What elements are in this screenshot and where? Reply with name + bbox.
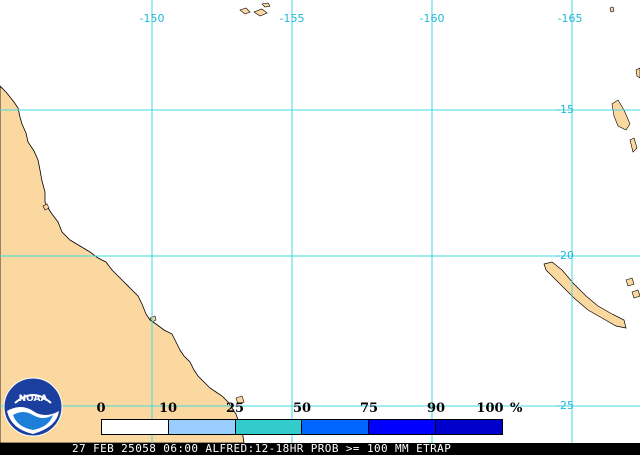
colorbar-tick-label: 90 (426, 401, 446, 416)
noaa-logo-text: NOAA (19, 394, 48, 404)
island-loyalty-2 (631, 289, 640, 299)
island-new-caledonia (543, 261, 627, 329)
coastal-island (235, 395, 245, 405)
island-top-1 (239, 7, 251, 15)
australia-landmass (0, 85, 245, 443)
probability-colorbar (101, 419, 503, 435)
colorbar-tick-label: 75 (359, 401, 379, 416)
latitude-label: -15 (556, 103, 574, 116)
longitude-label: -150 (139, 12, 165, 25)
graticule (0, 0, 640, 443)
latitude-label: -25 (556, 399, 574, 412)
colorbar-bin (235, 420, 303, 434)
colorbar-tick-label: 50 (292, 401, 312, 416)
status-bar: 27 FEB 25058 06:00 ALFRED:12-18HR PROB >… (0, 443, 640, 455)
colorbar-bin (436, 420, 502, 434)
island-vanuatu-2 (629, 137, 638, 153)
island-top-2 (253, 8, 268, 17)
longitude-label: -155 (279, 12, 305, 25)
island-vanuatu-3 (635, 67, 640, 79)
colorbar-bin (168, 420, 236, 434)
longitude-label: -165 (557, 12, 583, 25)
island-vanuatu-1 (611, 99, 631, 131)
island-top-3 (261, 2, 271, 8)
noaa-logo: NOAA (3, 377, 63, 437)
colorbar-bin (369, 420, 437, 434)
latitude-label: -20 (556, 249, 574, 262)
colorbar-unit: % (510, 401, 523, 416)
coastal-island (42, 203, 50, 211)
colorbar-tick-label: 100 (476, 401, 504, 416)
island-top-4 (609, 6, 615, 13)
colorbar-bin (102, 420, 169, 434)
longitude-label: -160 (419, 12, 445, 25)
colorbar-tick-label: 25 (225, 401, 245, 416)
colorbar-bin (302, 420, 370, 434)
colorbar-tick-label: 10 (158, 401, 178, 416)
colorbar-tick-label: 0 (96, 401, 106, 416)
map-canvas (0, 0, 640, 443)
status-text: 27 FEB 25058 06:00 ALFRED:12-18HR PROB >… (72, 442, 452, 455)
island-loyalty-1 (625, 277, 635, 287)
